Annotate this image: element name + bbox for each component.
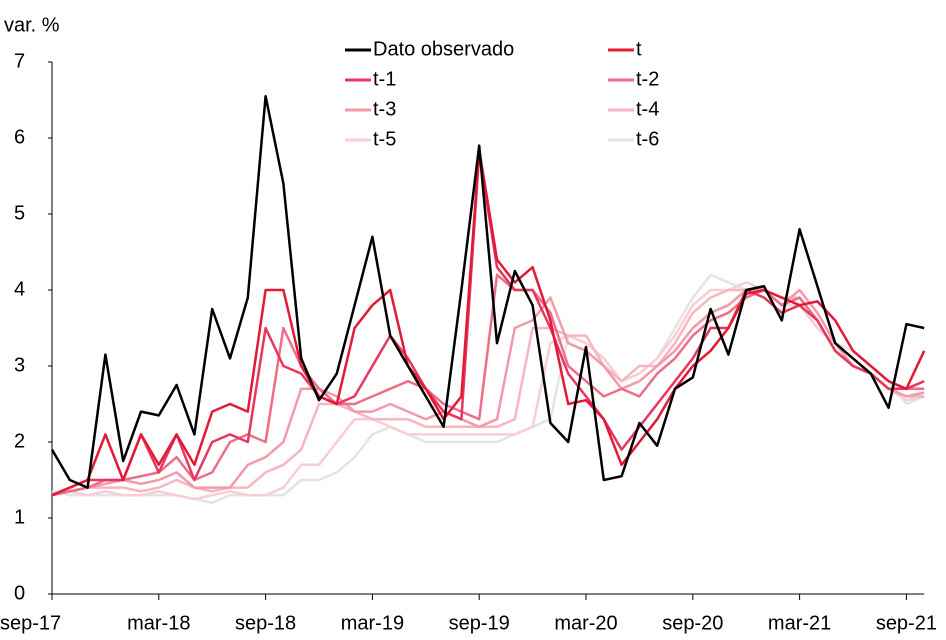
series-line [51, 148, 926, 497]
x-tick-label: sep-19 [449, 612, 510, 634]
x-tick-label: sep-20 [662, 612, 723, 634]
y-tick-label: 1 [14, 506, 25, 528]
y-tick-label: 0 [14, 582, 25, 604]
legend-label: t-6 [636, 128, 659, 150]
y-tick-label: 3 [14, 354, 25, 376]
legend-swatch [345, 48, 371, 52]
y-tick-label: 2 [14, 430, 25, 452]
legend-label: t-5 [373, 128, 396, 150]
legend-label: t-3 [373, 98, 396, 120]
legend-swatch [608, 108, 634, 112]
y-axis-label: var. % [4, 14, 60, 36]
legend-label: t-4 [636, 98, 659, 120]
legend-label: t [636, 38, 642, 60]
legend-swatch [345, 78, 371, 82]
legend-swatch [608, 48, 634, 52]
x-tick-label: mar-18 [127, 612, 190, 634]
x-tick-label: sep-18 [235, 612, 296, 634]
y-tick-label: 5 [14, 202, 25, 224]
legend-label: t-1 [373, 68, 396, 90]
legend-swatch [345, 108, 371, 112]
legend-swatch [345, 138, 371, 142]
x-tick-label: mar-20 [554, 612, 617, 634]
x-tick-label: sep-17 [0, 612, 61, 634]
x-tick-label: mar-21 [768, 612, 831, 634]
y-tick-label: 4 [14, 278, 25, 300]
legend-swatch [608, 138, 634, 142]
legend-label: Dato observado [373, 38, 514, 60]
legend-label: t-2 [636, 68, 659, 90]
y-tick-label: 6 [14, 126, 25, 148]
series-line [51, 273, 925, 497]
x-tick-label: mar-19 [341, 612, 404, 634]
series-line [50, 94, 925, 489]
legend-swatch [608, 78, 634, 82]
x-tick-label: sep-21 [876, 612, 937, 634]
y-tick-label: 7 [14, 50, 25, 72]
